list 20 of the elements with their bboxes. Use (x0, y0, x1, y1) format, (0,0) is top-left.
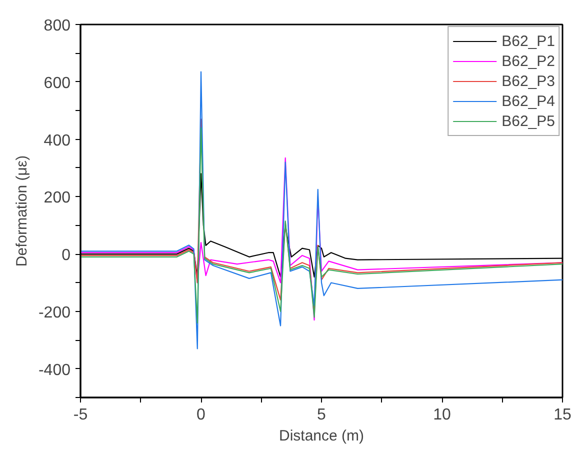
x-tick-label: 15 (554, 406, 572, 424)
x-tick-label: -5 (73, 406, 88, 424)
legend-label: B62_P1 (502, 32, 555, 51)
legend-label: B62_P4 (502, 92, 555, 111)
legend-label: B62_P3 (502, 72, 555, 91)
y-axis-title: Deformation (με) (13, 155, 30, 267)
legend-label: B62_P5 (502, 112, 555, 131)
y-tick-label: -400 (38, 362, 71, 379)
x-tick-label: 10 (433, 406, 451, 424)
y-tick-label: -200 (38, 304, 71, 322)
y-tick-label: 200 (44, 190, 71, 207)
legend-label: B62_P2 (502, 52, 555, 71)
y-tick-label: 800 (44, 18, 71, 34)
y-tick-label: 0 (62, 247, 71, 264)
line-series (80, 71, 562, 350)
x-tick-label: 0 (196, 406, 206, 424)
x-tick-label: 5 (317, 406, 326, 424)
y-tick-label: 600 (44, 74, 71, 92)
x-axis-title: Distance (m) (278, 428, 364, 444)
y-tick-label: 400 (44, 132, 71, 150)
